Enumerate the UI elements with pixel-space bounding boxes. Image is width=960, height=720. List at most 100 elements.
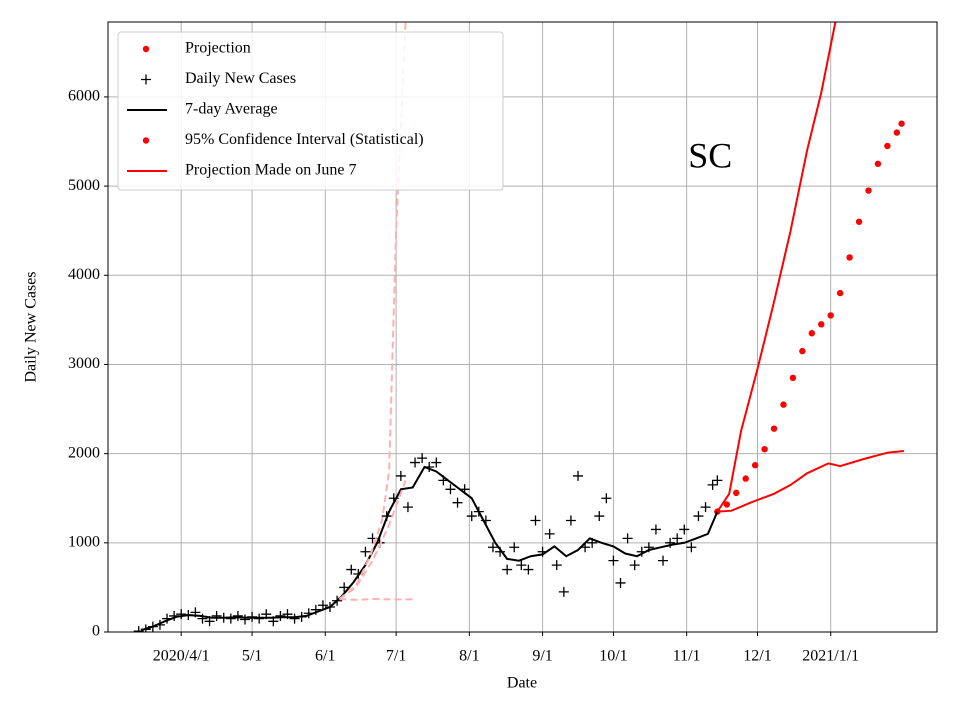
projection-point [827,312,834,319]
x-tick-label: 9/1 [532,648,552,665]
case-point-shape [693,511,704,522]
case-point [239,614,250,625]
case-point-shape [211,610,222,621]
series-line [338,480,407,600]
case-point [452,497,463,508]
case-point [275,610,286,621]
case-point [502,564,513,575]
case-point-shape [275,610,286,621]
case-point-shape [339,582,350,593]
projection-point [855,218,863,225]
case-point [445,484,456,495]
case-point-shape [573,470,584,481]
projection-point [733,489,740,497]
projection-point [884,142,891,150]
case-point-shape [516,560,527,571]
x-tick-label: 2020/4/1 [153,648,210,665]
case-point [176,609,187,620]
projection-point [808,330,816,337]
y-tick-label: 2000 [68,444,100,461]
x-tick-label: 12/1 [743,648,771,665]
case-point [417,453,428,464]
legend-label: 95% Confidence Interval (Statistical) [185,131,424,148]
case-point-shape [629,560,640,571]
y-tick-label: 6000 [68,88,100,105]
case-point-shape [622,533,633,544]
case-point-shape [176,609,187,620]
case-point [608,555,619,566]
series-line [339,597,413,601]
case-point [211,610,222,621]
case-point [466,511,477,522]
case-point-shape [487,542,498,553]
case-point-shape [615,577,626,588]
x-axis-label: Date [507,675,537,692]
x-tick-label: 7/1 [386,648,406,665]
case-point [700,502,711,513]
case-point-shape [565,515,576,526]
case-point-shape [466,511,477,522]
case-point [686,542,697,553]
case-point-shape [679,524,690,535]
case-point-shape [686,542,697,553]
case-point [360,546,371,557]
case-point-shape [672,533,683,544]
case-point [395,470,406,481]
case-point [339,582,350,593]
case-point [317,600,328,611]
legend-label: 7-day Average [185,101,278,118]
series-line [140,465,719,632]
projection-point [818,321,825,328]
annotation: SC [688,136,732,176]
case-point-shape [502,564,513,575]
axes-frame [107,21,938,633]
legend-marker [142,137,150,144]
case-point-shape [232,610,243,621]
case-point [225,613,236,624]
case-point-shape [544,528,555,539]
case-point [133,626,144,632]
case-point-shape [700,502,711,513]
y-tick-label: 5000 [68,177,100,194]
case-point [615,577,626,588]
legend-marker [141,74,151,85]
projection-point [761,445,768,453]
projection-point [874,160,882,167]
case-point-shape [239,614,250,625]
case-point [410,457,421,468]
legend: Projection Daily New Cases 7-day Average 95… [117,31,504,191]
case-point-shape [707,479,718,490]
x-tick-label: 2021/1/1 [802,648,859,665]
case-point [601,493,612,504]
y-tick-label: 3000 [68,355,100,372]
x-tick-label: 8/1 [459,648,479,665]
case-point-shape [133,626,144,632]
case-point-shape [431,457,442,468]
case-point-shape [395,470,406,481]
case-point-shape [417,453,428,464]
case-point-shape [558,586,569,597]
case-point-shape [346,564,357,575]
series-line [716,22,837,513]
case-point-shape [551,560,562,571]
case-point [558,586,569,597]
case-point [289,613,300,624]
case-point-shape [445,484,456,495]
projection-point [865,187,872,194]
case-point [629,560,640,571]
case-point [551,560,562,571]
case-point [544,528,555,539]
projection-point [893,129,901,136]
case-point [672,533,683,544]
legend-marker-shape [141,74,151,85]
y-tick-label: 4000 [68,266,100,283]
series-line [338,22,407,600]
case-point [712,475,723,486]
y-axis-label: Daily New Cases [23,271,40,382]
case-point [594,511,605,522]
case-point [679,524,690,535]
case-point-shape [601,493,612,504]
projection-point [780,401,787,408]
case-point-shape [410,457,421,468]
